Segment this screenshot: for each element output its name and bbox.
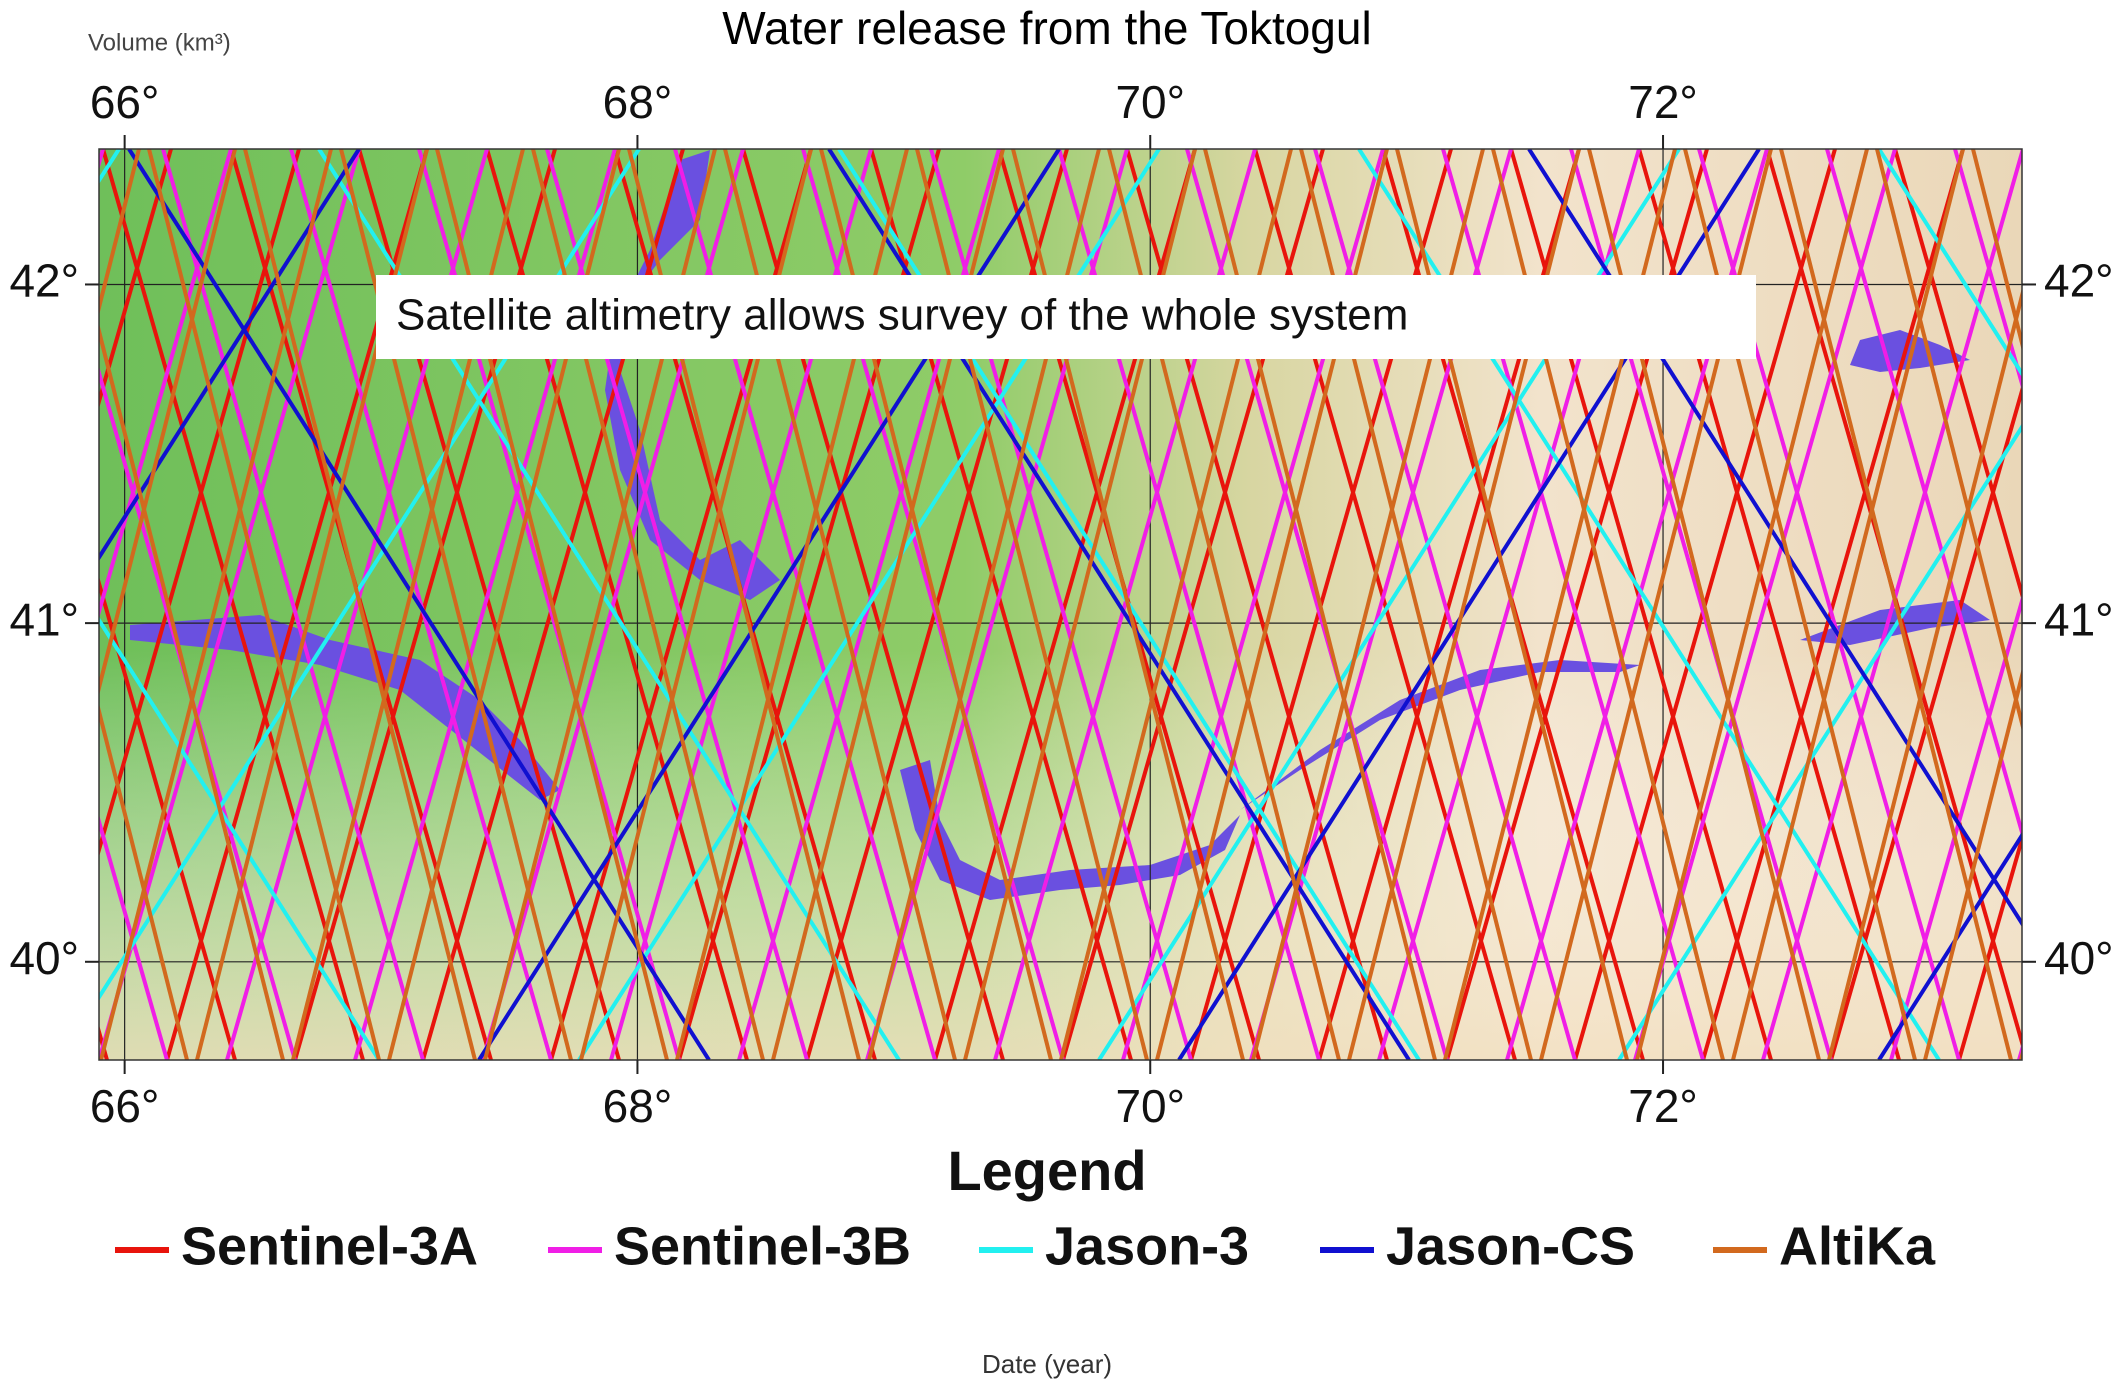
ground-track [99, 365, 297, 1060]
ground-track [1617, 423, 2022, 1060]
title: Water release from the Toktogul [722, 2, 1371, 54]
ground-track [1761, 149, 2022, 1060]
ground-track [1971, 149, 2022, 352]
ground-track [101, 149, 365, 1060]
ground-track [99, 149, 173, 409]
ground-track [147, 149, 381, 1060]
legend-label: Jason-CS [1386, 1216, 1635, 1276]
lon-tick-label: 68° [603, 76, 673, 128]
lat-tick-label: 42° [9, 255, 79, 307]
ground-track [1953, 149, 2022, 392]
ground-track [1829, 383, 2022, 1060]
legend-label: AltiKa [1779, 1216, 1936, 1276]
ground-track [99, 149, 333, 1060]
ground-track [1825, 149, 2022, 840]
lon-tick-label: 68° [603, 1080, 673, 1132]
ground-track [1635, 149, 1869, 1060]
ground-track [1923, 667, 2022, 1060]
ground-track [1877, 149, 2022, 378]
ground-track [1877, 831, 2022, 1060]
ground-track [1957, 831, 2022, 1060]
ground-track [127, 149, 711, 1060]
ground-track [99, 149, 361, 1060]
ground-track [99, 323, 285, 1060]
lon-tick-label: 66° [90, 76, 160, 128]
annotation-box [376, 275, 1756, 359]
ground-track [1633, 149, 1897, 1060]
ground-track [1779, 149, 2013, 1060]
ground-track [1889, 593, 2022, 1060]
map-frame [98, 148, 2023, 1061]
annotation: Satellite altimetry allows survey of the… [396, 291, 1408, 340]
lon-tick-label: 66° [90, 1080, 160, 1132]
ground-track [1701, 149, 1965, 1060]
lon-tick-label: 70° [1115, 76, 1185, 128]
legend-label: Jason-3 [1045, 1216, 1249, 1276]
lat-tick-label: 41° [2044, 593, 2114, 645]
legend-label: Sentinel-3A [181, 1216, 478, 1276]
lon-tick-label: 72° [1628, 1080, 1698, 1132]
lat-tick-label: 40° [9, 932, 79, 984]
legend-title: Legend [947, 1139, 1146, 1202]
ground-track [1893, 149, 2022, 602]
ground-track [99, 576, 237, 1060]
lat-tick-label: 42° [2044, 255, 2114, 307]
x-axis-label: Date (year) [982, 1349, 1112, 1379]
ground-track [2117, 149, 2123, 1060]
lat-tick-label: 41° [9, 593, 79, 645]
ground-track [99, 149, 141, 316]
ground-track [99, 703, 189, 1060]
ground-track [1875, 149, 2022, 732]
ground-track [99, 149, 361, 562]
y-axis-label: Volume (km³) [88, 29, 231, 56]
ground-track [99, 149, 237, 696]
ground-track [1827, 287, 2022, 1060]
lon-tick-label: 70° [1115, 1080, 1185, 1132]
lon-tick-label: 72° [1628, 76, 1698, 128]
ground-track [99, 814, 169, 1060]
ground-track [1731, 149, 1965, 1060]
lat-tick-label: 40° [2044, 932, 2114, 984]
ground-track [99, 616, 381, 1060]
ground-track [161, 149, 425, 1060]
legend-label: Sentinel-3B [614, 1216, 911, 1276]
ground-track [243, 149, 477, 1060]
